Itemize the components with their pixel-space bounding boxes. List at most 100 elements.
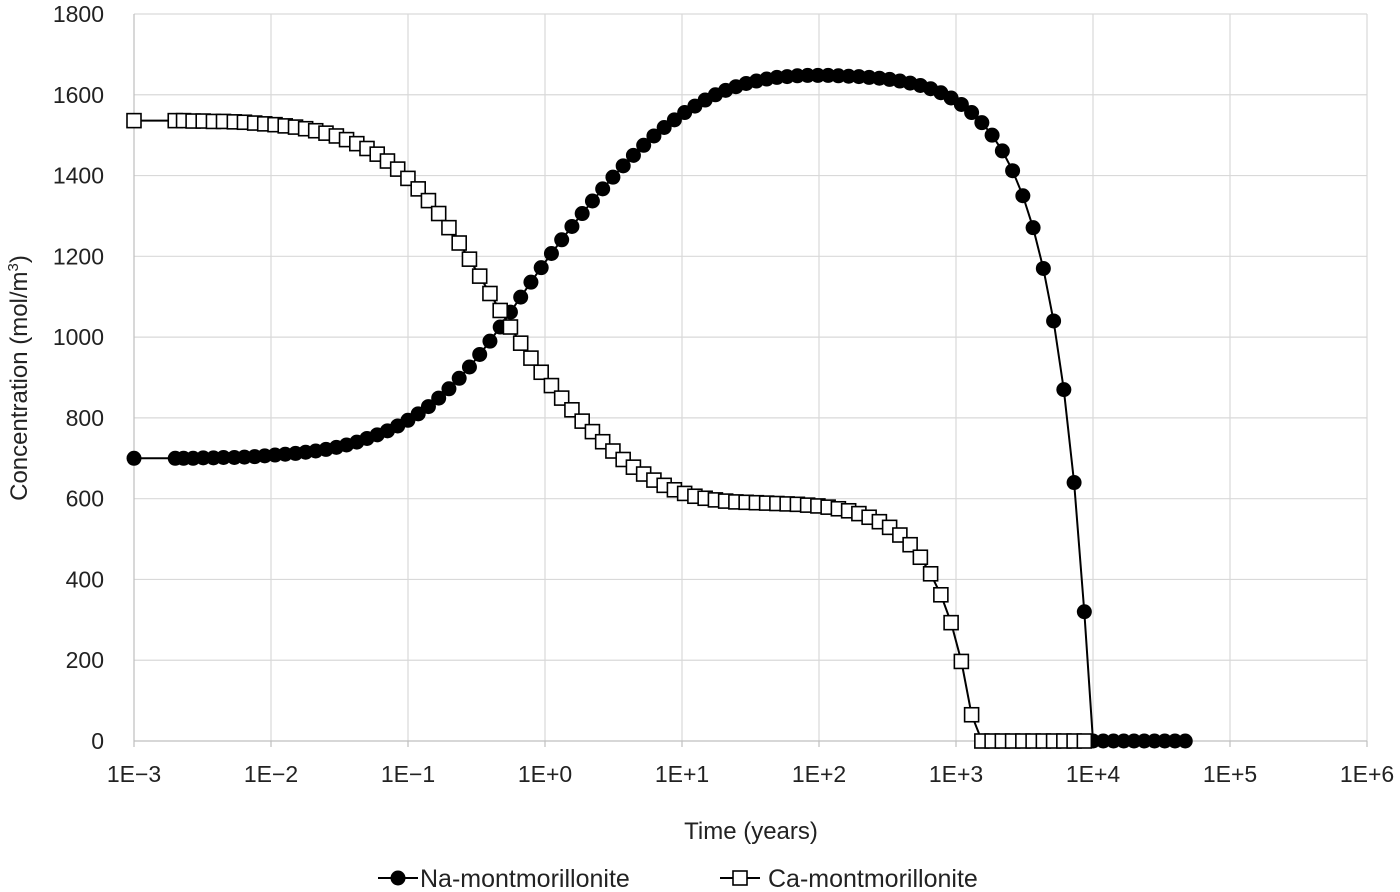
x-tick-label: 1E−1 (381, 761, 435, 787)
data-point (994, 143, 1010, 159)
data-point (482, 333, 498, 349)
data-point (523, 274, 539, 290)
data-point (984, 127, 1000, 143)
data-point (451, 370, 467, 386)
y-tick-label: 1000 (53, 324, 104, 350)
data-point (1056, 382, 1072, 398)
data-point (810, 67, 826, 83)
legend-marker (390, 870, 406, 886)
data-point (963, 706, 980, 723)
data-point (215, 449, 231, 465)
data-point (441, 381, 457, 397)
data-point (1106, 733, 1122, 749)
data-point (974, 115, 990, 131)
data-point (605, 169, 621, 185)
data-point (420, 399, 436, 415)
data-point (933, 586, 949, 603)
data-point (1177, 733, 1193, 749)
data-point (441, 219, 457, 236)
data-point (922, 565, 939, 582)
data-point (410, 181, 426, 197)
y-tick-label: 400 (66, 566, 104, 592)
data-point (964, 105, 980, 121)
data-point (912, 549, 929, 566)
data-point (1015, 188, 1031, 204)
series-line (134, 119, 1085, 742)
data-point (553, 390, 570, 406)
y-tick-label: 800 (66, 405, 104, 431)
x-axis-tick-labels: 1E−3 1E−2 1E−1 1E+0 1E+1 1E+2 1E+3 1E+4 1E+5 1E+6 (107, 761, 1394, 787)
data-point (543, 246, 559, 262)
data-point (953, 653, 970, 670)
data-point (420, 192, 437, 209)
data-point (1126, 733, 1142, 749)
data-point (584, 193, 600, 209)
y-axis-title-superscript: 3 (5, 263, 22, 271)
data-point (902, 536, 918, 553)
y-tick-label: 0 (91, 728, 104, 754)
data-point (502, 319, 519, 335)
series-layer (126, 67, 1193, 749)
data-point (800, 67, 816, 83)
data-point (126, 450, 142, 466)
data-point (471, 268, 488, 284)
x-tick-label: 1E+5 (1203, 761, 1257, 787)
data-point (1095, 733, 1111, 749)
data-point (1147, 733, 1163, 749)
data-point (943, 614, 959, 631)
y-tick-label: 200 (66, 647, 104, 673)
data-point (451, 235, 467, 251)
legend-entry: Na-montmorillonite (378, 865, 630, 892)
data-point (523, 350, 539, 366)
data-point (554, 232, 570, 248)
x-tick-label: 1E+3 (929, 761, 983, 787)
data-point (512, 335, 529, 351)
y-axis-title: Concentration (mol/m3) (5, 255, 33, 501)
data-point (533, 260, 549, 276)
x-tick-label: 1E−2 (244, 761, 298, 787)
data-point (625, 147, 641, 163)
data-point (513, 289, 529, 305)
y-tick-label: 1200 (53, 243, 104, 269)
legend-label: Na-montmorillonite (420, 865, 630, 892)
data-point (431, 390, 447, 406)
data-point (953, 96, 969, 112)
data-point (1157, 733, 1173, 749)
legend-label: Ca-montmorillonite (768, 865, 978, 892)
data-point (461, 359, 477, 375)
data-point (1005, 163, 1021, 179)
x-tick-label: 1E+6 (1340, 761, 1394, 787)
data-point (1076, 733, 1093, 749)
data-point (1035, 260, 1051, 276)
data-point (492, 302, 508, 319)
gridlines (134, 13, 1368, 741)
data-point (430, 205, 447, 222)
data-point (564, 218, 580, 234)
x-tick-label: 1E+2 (792, 761, 846, 787)
data-point (472, 346, 488, 362)
y-tick-label: 1600 (53, 82, 104, 108)
data-point (461, 251, 478, 267)
legend-marker (732, 870, 748, 886)
data-point (1116, 733, 1132, 749)
data-point (1076, 604, 1092, 620)
data-point (595, 181, 611, 197)
data-point (543, 377, 560, 394)
y-tick-label: 1400 (53, 163, 104, 189)
data-point (574, 206, 590, 222)
x-tick-label: 1E−3 (107, 761, 161, 787)
series-ca-montmorillonite (126, 112, 1093, 749)
legend: Na-montmorillonite Ca-montmorillonite (378, 865, 978, 892)
data-point (1025, 220, 1041, 236)
series-na-montmorillonite (126, 67, 1193, 749)
data-point (636, 137, 652, 153)
y-tick-label: 600 (66, 486, 104, 512)
data-point (656, 119, 672, 135)
data-point (533, 364, 549, 381)
x-tick-label: 1E+1 (655, 761, 709, 787)
legend-entry: Ca-montmorillonite (720, 865, 978, 892)
data-point (1066, 475, 1082, 491)
y-tick-label: 1800 (53, 1, 104, 27)
data-point (615, 158, 631, 174)
